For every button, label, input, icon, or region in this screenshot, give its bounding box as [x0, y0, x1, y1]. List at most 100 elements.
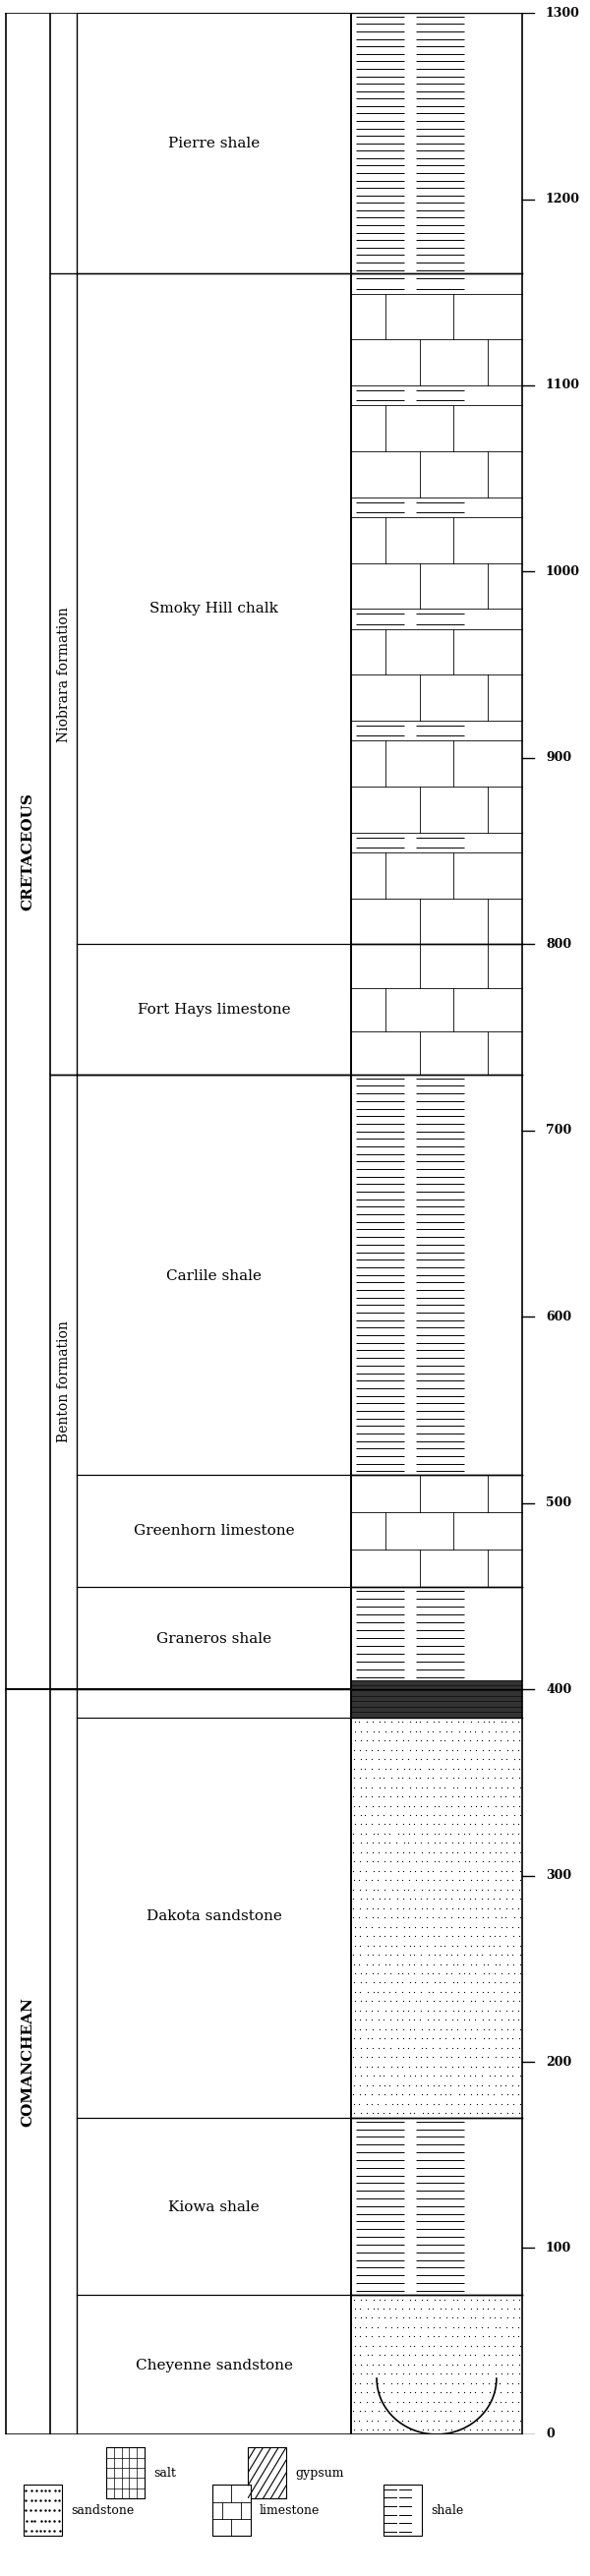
- Point: [392, 1795, 402, 1837]
- Point: [399, 2063, 408, 2105]
- Point: [422, 1739, 432, 1780]
- Point: [380, 1821, 389, 1862]
- Point: [428, 1999, 438, 2040]
- Point: [515, 1795, 525, 1837]
- Point: [429, 1767, 438, 1808]
- Point: [381, 1935, 390, 1976]
- Point: [422, 1942, 431, 1984]
- Point: [447, 2009, 456, 2050]
- Point: [385, 1721, 395, 1762]
- Point: [373, 1739, 383, 1780]
- Point: [398, 1814, 408, 1855]
- Point: [503, 2056, 512, 2097]
- Point: [405, 1803, 414, 1844]
- Point: [514, 1981, 524, 2022]
- Point: [380, 1850, 389, 1891]
- Point: [473, 1850, 482, 1891]
- Point: [355, 2045, 365, 2087]
- Point: [466, 1917, 476, 1958]
- Point: [491, 1785, 500, 1826]
- Point: [442, 1906, 451, 1947]
- Point: [483, 1896, 492, 1937]
- Point: [405, 1710, 415, 1752]
- Point: [471, 1989, 481, 2030]
- Point: [375, 1924, 384, 1965]
- Point: [508, 1935, 517, 1976]
- Text: 600: 600: [546, 1311, 572, 1324]
- Point: [460, 2038, 470, 2079]
- Point: [428, 1888, 438, 1929]
- Point: [453, 2027, 462, 2069]
- Text: 800: 800: [546, 938, 572, 951]
- Point: [393, 1757, 402, 1798]
- Point: [349, 2063, 358, 2105]
- Point: [386, 2038, 396, 2079]
- Point: [380, 2280, 389, 2321]
- Point: [404, 1906, 414, 1947]
- Point: [385, 2298, 395, 2339]
- Point: [399, 2056, 408, 2097]
- Point: [477, 1721, 487, 1762]
- Point: [509, 2401, 518, 2442]
- Point: [362, 1878, 371, 1919]
- Point: [386, 1917, 395, 1958]
- Point: [515, 1832, 525, 1873]
- Point: [490, 1767, 500, 1808]
- Point: [350, 2056, 360, 2097]
- Point: [405, 2287, 414, 2329]
- Point: [379, 2354, 389, 2396]
- Point: [404, 2334, 414, 2375]
- Point: [418, 1832, 427, 1873]
- Point: [361, 2326, 371, 2367]
- Point: [484, 2362, 494, 2403]
- Point: [459, 1821, 468, 1862]
- Point: [485, 1981, 494, 2022]
- Point: [368, 2017, 377, 2058]
- Point: [503, 1721, 513, 1762]
- Point: [428, 2344, 437, 2385]
- Point: [460, 1832, 469, 1873]
- Point: [453, 2280, 462, 2321]
- Point: [489, 2287, 499, 2329]
- Point: [397, 1700, 407, 1741]
- Point: [392, 2056, 402, 2097]
- Point: [379, 1999, 388, 2040]
- Point: [393, 2063, 402, 2105]
- Point: [466, 1924, 476, 1965]
- Point: [375, 2009, 384, 2050]
- Point: [442, 1981, 451, 2022]
- Point: [373, 1842, 382, 1883]
- Point: [375, 2017, 384, 2058]
- Point: [509, 2009, 518, 2050]
- Point: [514, 2038, 523, 2079]
- Point: [422, 2038, 432, 2079]
- Point: [409, 1803, 419, 1844]
- Point: [434, 1842, 444, 1883]
- Point: [513, 2380, 523, 2421]
- Point: [491, 1942, 500, 1984]
- Text: Benton formation: Benton formation: [57, 1321, 70, 1443]
- Point: [448, 1963, 458, 2004]
- Point: [453, 1963, 462, 2004]
- Point: [479, 1942, 489, 1984]
- Point: [360, 1795, 370, 1837]
- Point: [404, 2354, 414, 2396]
- Point: [399, 1906, 409, 1947]
- Point: [409, 1953, 419, 1994]
- Point: [442, 1739, 451, 1780]
- Point: [403, 2344, 412, 2385]
- Point: [355, 2334, 365, 2375]
- Point: [380, 1963, 389, 2004]
- Point: [368, 1953, 377, 1994]
- Point: [398, 1850, 408, 1891]
- Point: [398, 2017, 408, 2058]
- Point: [509, 2326, 518, 2367]
- Point: [479, 1953, 489, 1994]
- Point: [503, 1942, 513, 1984]
- Point: [453, 1832, 462, 1873]
- Point: [473, 1739, 482, 1780]
- Point: [495, 1888, 504, 1929]
- Bar: [351, 1074, 522, 1476]
- Point: [441, 2344, 451, 2385]
- Point: [409, 1935, 419, 1976]
